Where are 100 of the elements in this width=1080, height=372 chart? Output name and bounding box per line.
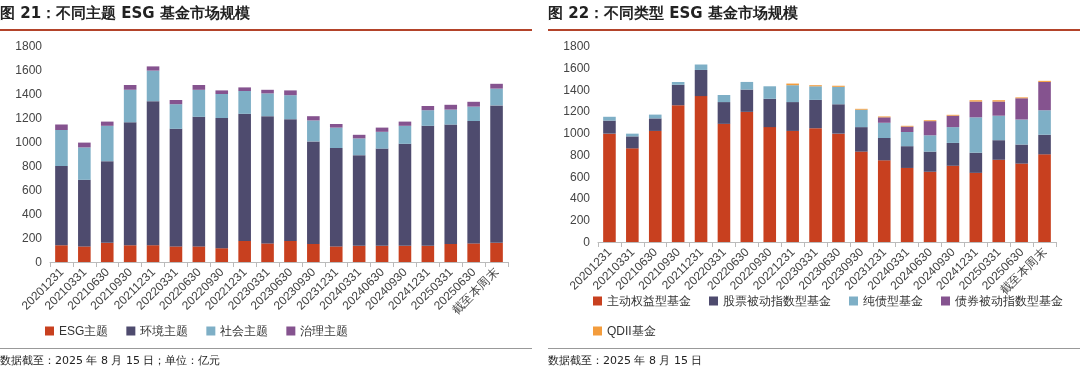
bar [809,86,822,100]
bar [55,245,68,262]
bar [123,89,137,123]
bar [1038,110,1051,135]
bar [467,106,480,121]
bar [946,165,960,242]
bar [603,120,616,134]
bar [55,166,68,246]
y-tick-label: 600 [569,169,591,184]
chart-title: 图 22：不同类型 ESG 基金市场规模 [548,4,1080,31]
bar [329,148,343,247]
bar [352,138,366,156]
bar [1015,163,1028,242]
bar [1015,144,1028,164]
bar [192,246,206,262]
bar [146,70,160,102]
bar [786,85,799,103]
bar [969,101,983,118]
bar [1038,154,1051,242]
bar [307,244,320,262]
bar [352,155,366,246]
bar [444,124,458,244]
bar [215,90,229,94]
y-tick-label: 800 [21,159,43,173]
bar [717,123,731,242]
bar [398,143,412,246]
legend-label: 债券被动指数型基金 [955,294,1063,308]
bar [923,121,937,136]
bar [307,116,320,121]
bar [421,245,435,262]
bar [238,241,251,262]
bar [100,161,114,243]
bar [146,245,160,262]
legend-label: 环境主题 [140,324,189,338]
bar [832,86,845,105]
bar [877,160,891,242]
bar [329,127,343,148]
y-tick-label: 0 [583,235,591,249]
bar [809,128,822,242]
bar [307,120,320,142]
bar [192,116,206,247]
y-tick-label: 1600 [15,63,43,77]
bar [490,83,503,89]
bar [78,179,91,247]
bar [169,100,183,105]
bar [992,140,1006,160]
bar [740,111,754,242]
bar [832,133,845,242]
bar [671,105,685,242]
bar [603,133,616,242]
bar [877,138,891,161]
bar [421,110,435,126]
y-tick-label: 1400 [563,82,591,97]
bar [123,245,137,262]
y-tick-label: 400 [21,207,43,221]
bar [398,121,412,126]
bar [192,89,206,117]
bar [100,121,114,126]
bar [307,141,320,244]
bar [284,95,297,120]
bar [169,104,183,129]
legend-label: 纯债型基金 [863,294,923,308]
bar [238,91,251,114]
bar [763,98,777,128]
y-tick-label: 1200 [563,104,591,119]
bar [923,171,937,242]
legend-label: ESG主题 [59,324,109,338]
bar [78,246,91,262]
bar [786,102,799,131]
bar [809,99,822,129]
bar [946,127,960,143]
bar [1015,119,1028,145]
bar [169,128,183,247]
bar [375,245,389,262]
bar [467,243,480,262]
bar [946,115,960,128]
bar [786,130,799,242]
bar [717,95,731,103]
bar [1038,81,1051,111]
bar [671,81,685,85]
bar [900,132,914,147]
y-tick-label: 1000 [563,126,591,141]
bar [421,125,435,246]
bar [763,86,777,99]
bar [398,245,412,262]
bar [375,127,389,132]
bar [444,104,458,110]
bar [490,88,503,106]
y-tick-label: 600 [21,183,43,197]
bar [1015,98,1028,120]
bar [215,94,229,118]
y-tick-label: 1600 [563,60,591,75]
bar [284,241,297,262]
bar [992,159,1006,242]
bar [490,105,503,243]
bar [398,125,412,144]
bar [992,101,1006,116]
bar [740,81,754,90]
bar [900,167,914,242]
bar [992,115,1006,141]
